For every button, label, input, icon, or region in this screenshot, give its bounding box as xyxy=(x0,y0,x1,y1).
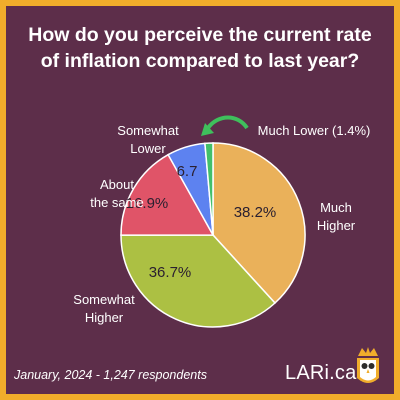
slice-category-label: About xyxy=(100,177,134,192)
slice-category-label: Higher xyxy=(317,218,356,233)
slice-value-label: 16.9% xyxy=(126,195,169,212)
slice-value-label: 38.2% xyxy=(234,204,277,221)
pie-slice-much-higher xyxy=(212,142,306,305)
curved-arrow-icon xyxy=(206,115,249,130)
arrow-head-icon xyxy=(201,123,214,136)
footer-note: January, 2024 - 1,247 respondents xyxy=(14,368,207,382)
slice-category-label: Somewhat xyxy=(117,123,179,138)
brand-link[interactable]: LARi.ca xyxy=(285,362,357,384)
slice-category-label: Lower xyxy=(130,141,166,156)
chart-title: How do you perceive the current rate of … xyxy=(14,22,386,74)
slice-value-label: 36.7% xyxy=(149,264,192,281)
owl-logo-icon xyxy=(357,347,379,383)
slice-category-label: the same xyxy=(90,195,143,210)
slice-category-label: Somewhat xyxy=(73,292,135,307)
slice-value-label: 6.7 xyxy=(177,163,198,180)
pie-slice-much-lower xyxy=(204,142,214,236)
slice-category-label: Higher xyxy=(85,310,124,325)
pie-slice-somewhat-higher xyxy=(120,234,277,328)
title-line-1: How do you perceive the current rate xyxy=(28,24,372,46)
slice-category-label: Much xyxy=(320,200,352,215)
slice-category-label: Much Lower (1.4%) xyxy=(258,123,371,138)
pie-slice-about-the-same xyxy=(120,153,215,236)
title-line-2: of inflation compared to last year? xyxy=(40,50,360,72)
